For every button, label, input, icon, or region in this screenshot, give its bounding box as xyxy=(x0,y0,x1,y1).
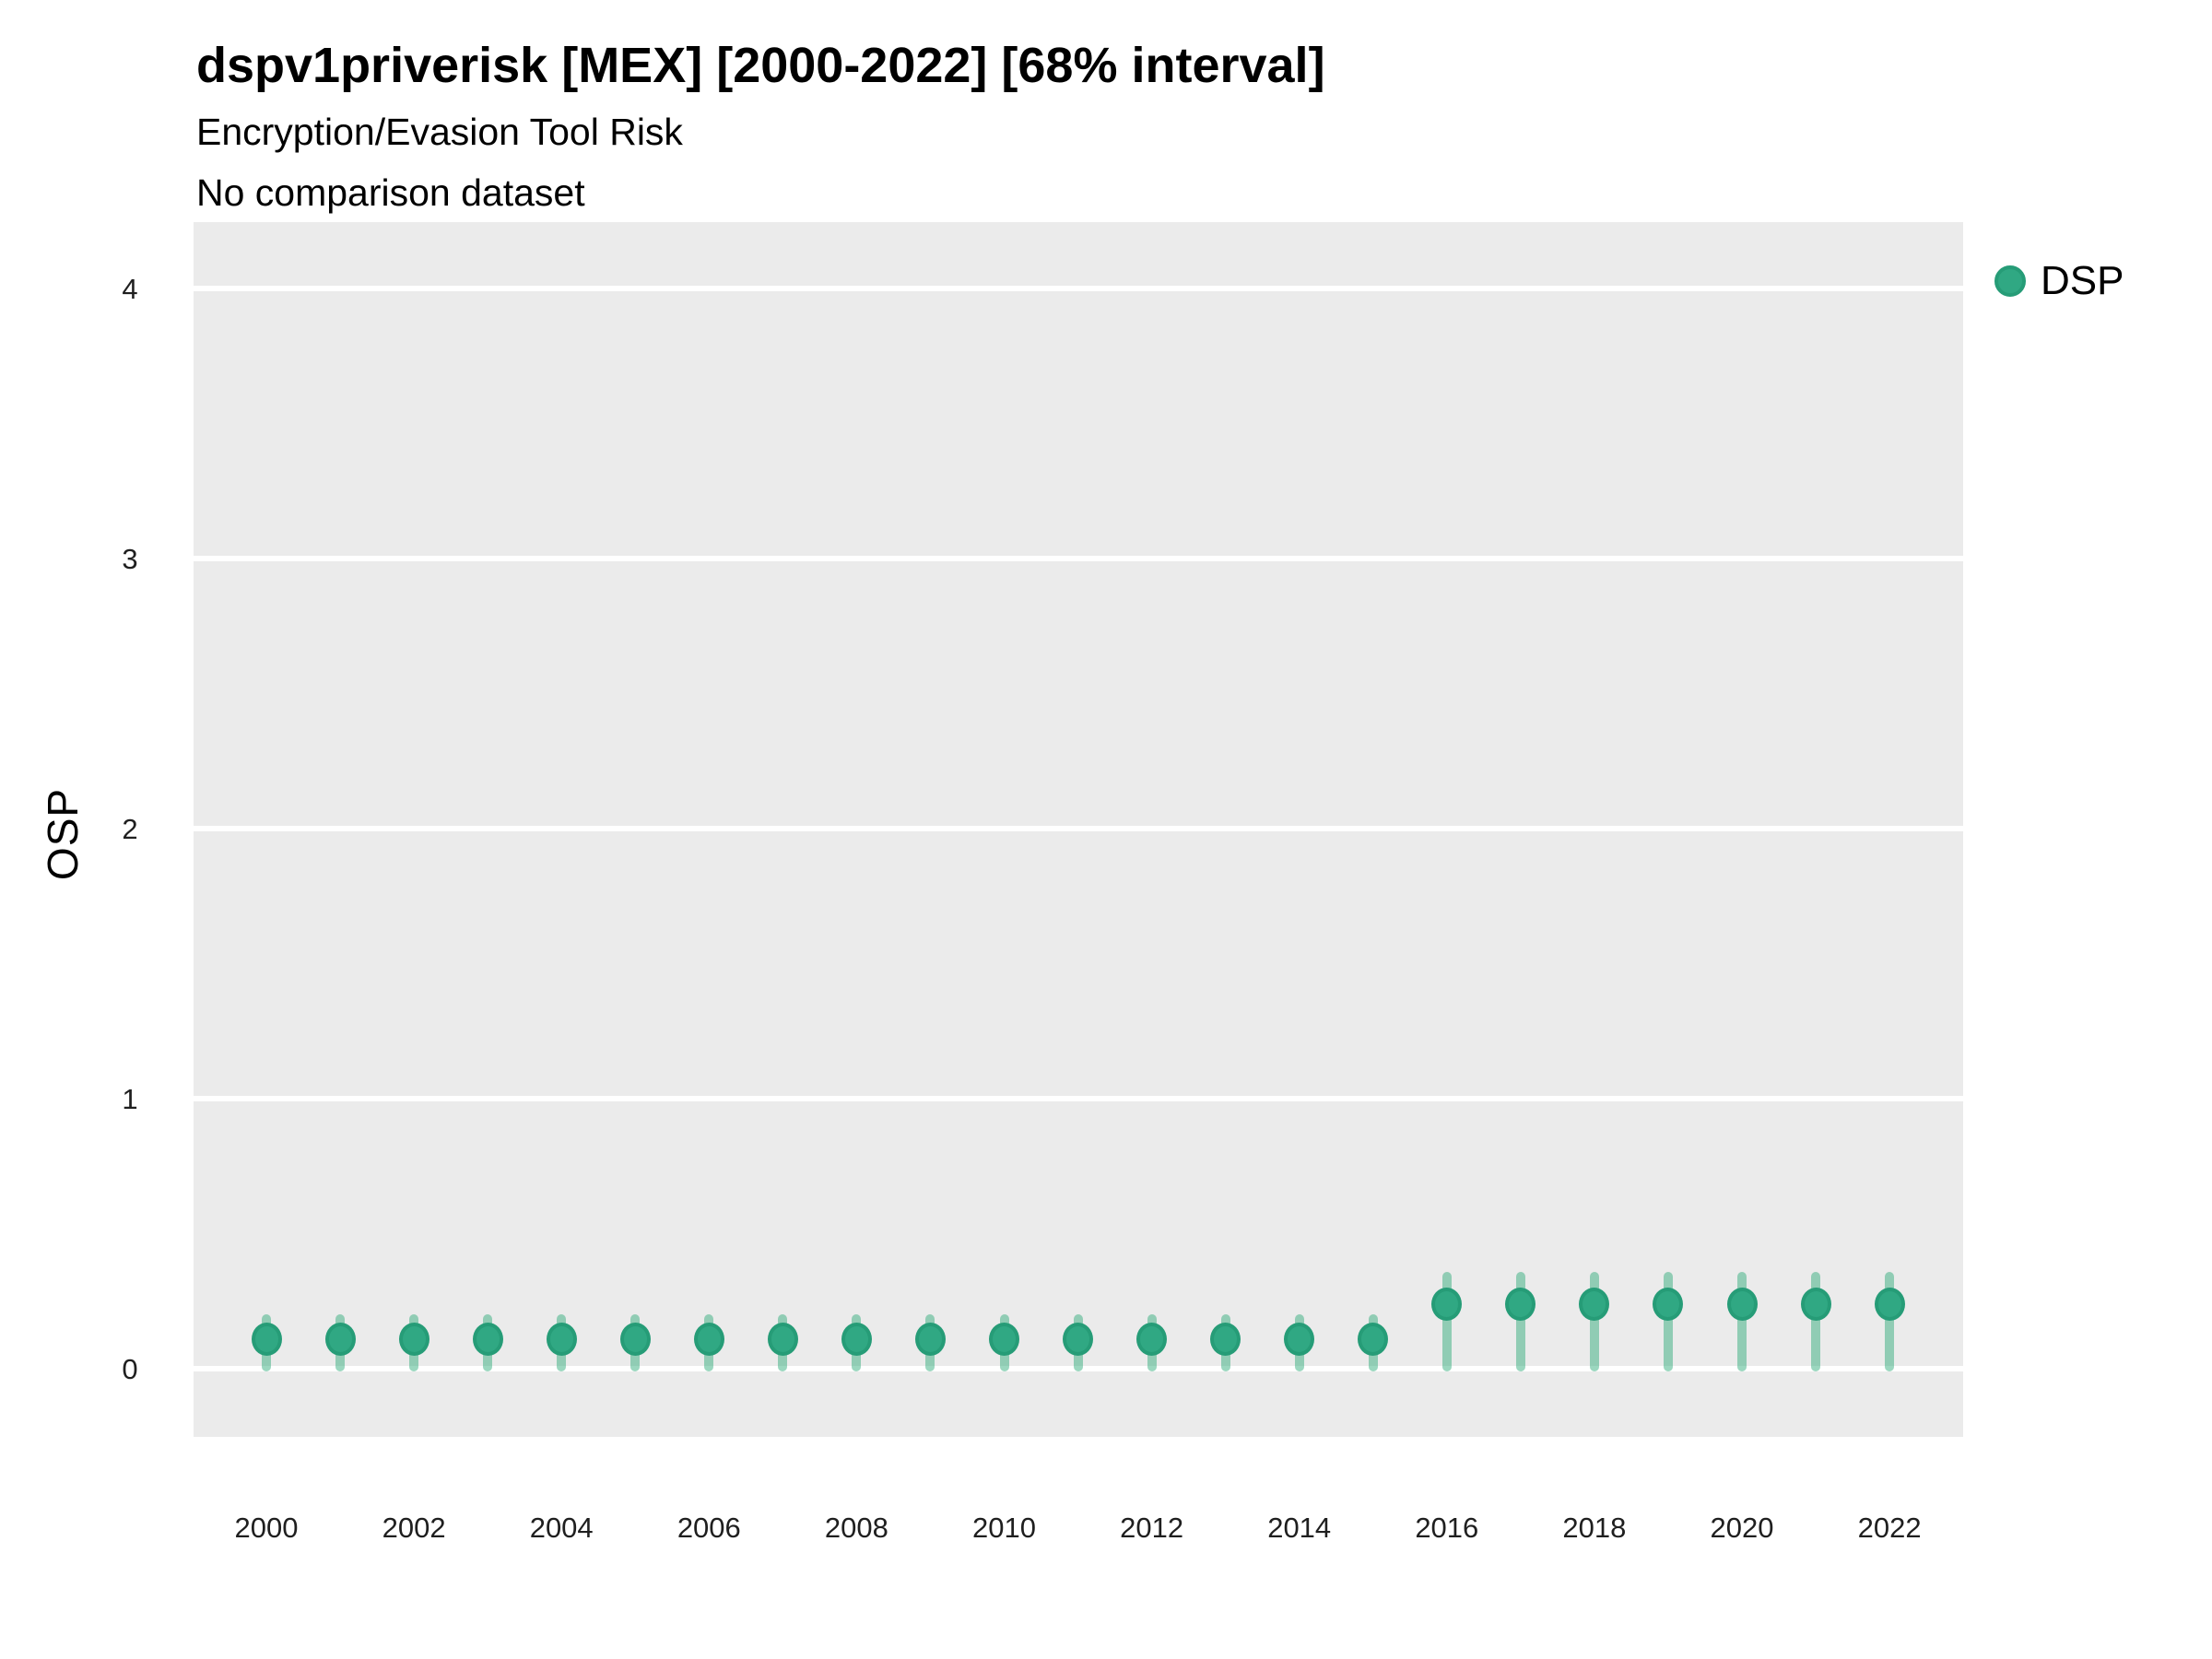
chart-title: dspv1priverisk [MEX] [2000-2022] [68% in… xyxy=(196,38,1325,93)
x-tick-label: 2004 xyxy=(529,1512,594,1544)
interval-bar xyxy=(1441,1271,1452,1371)
data-point-dot xyxy=(1284,1322,1315,1356)
data-point-dot xyxy=(1726,1287,1758,1321)
data-point-dot xyxy=(251,1322,282,1356)
x-tick-label: 2006 xyxy=(677,1512,741,1544)
data-point-dot xyxy=(1800,1287,1831,1321)
legend-dot-icon xyxy=(1994,265,2026,297)
gridline-y-3 xyxy=(194,556,1963,561)
data-point-dot xyxy=(1358,1322,1389,1356)
legend: DSP xyxy=(1994,258,2124,304)
x-tick-label: 2022 xyxy=(1857,1512,1922,1544)
data-point-dot xyxy=(546,1322,577,1356)
data-point-dot xyxy=(693,1322,724,1356)
gridline-y-0 xyxy=(194,1366,1963,1371)
data-point-dot xyxy=(1579,1287,1610,1321)
x-tick-label: 2002 xyxy=(382,1512,446,1544)
data-point-dot xyxy=(472,1322,503,1356)
data-point-dot xyxy=(1210,1322,1241,1356)
x-tick-label: 2020 xyxy=(1710,1512,1774,1544)
interval-bar xyxy=(1811,1271,1821,1371)
legend-label: DSP xyxy=(2041,258,2124,303)
y-tick-label: 2 xyxy=(122,813,138,845)
y-tick-label: 0 xyxy=(122,1353,138,1385)
data-point-dot xyxy=(619,1322,651,1356)
data-point-dot xyxy=(398,1322,429,1356)
chart-subtitle: Encryption/Evasion Tool Risk xyxy=(196,111,683,153)
data-point-dot xyxy=(1505,1287,1536,1321)
plot-panel xyxy=(194,222,1963,1437)
data-point-dot xyxy=(767,1322,798,1356)
x-tick-label: 2016 xyxy=(1415,1512,1479,1544)
x-tick-label: 2018 xyxy=(1562,1512,1627,1544)
x-tick-label: 2014 xyxy=(1267,1512,1332,1544)
data-point-dot xyxy=(1136,1322,1168,1356)
interval-bar xyxy=(1663,1271,1673,1371)
data-point-dot xyxy=(1431,1287,1463,1321)
data-point-dot xyxy=(841,1322,872,1356)
y-tick-label: 3 xyxy=(122,543,138,575)
y-tick-label: 4 xyxy=(122,273,138,305)
interval-bar xyxy=(1589,1271,1599,1371)
data-point-dot xyxy=(989,1322,1019,1356)
data-point-dot xyxy=(324,1322,356,1356)
x-tick-label: 2000 xyxy=(234,1512,299,1544)
interval-bar xyxy=(1737,1271,1747,1371)
y-axis-title: OSP xyxy=(39,787,88,881)
data-point-dot xyxy=(914,1322,946,1356)
interval-bar xyxy=(1515,1271,1525,1371)
y-tick-label: 1 xyxy=(122,1083,138,1115)
data-point-dot xyxy=(1874,1287,1905,1321)
comparison-note: No comparison dataset xyxy=(196,171,585,214)
interval-bar xyxy=(1885,1271,1895,1371)
x-tick-label: 2010 xyxy=(972,1512,1036,1544)
data-point-dot xyxy=(1653,1287,1684,1321)
gridline-y-1 xyxy=(194,1096,1963,1101)
gridline-y-4 xyxy=(194,286,1963,291)
x-tick-label: 2012 xyxy=(1120,1512,1184,1544)
x-tick-label: 2008 xyxy=(824,1512,888,1544)
data-point-dot xyxy=(1063,1322,1094,1356)
gridline-y-2 xyxy=(194,826,1963,831)
